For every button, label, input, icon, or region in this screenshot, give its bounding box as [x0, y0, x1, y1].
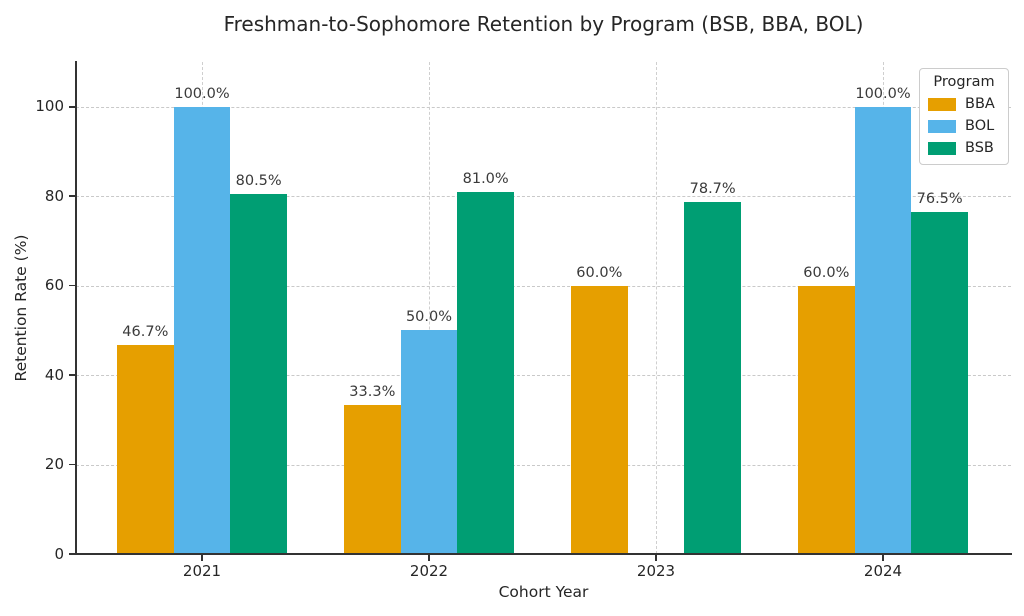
chart-title: Freshman-to-Sophomore Retention by Progr…: [223, 12, 864, 36]
y-gridline-20: [76, 464, 1011, 466]
y-tick-label-0: 0: [54, 544, 64, 563]
y-gridline-40: [76, 375, 1011, 377]
x-tick-mark: [201, 555, 203, 561]
x-tick-label-2022: 2022: [409, 562, 449, 580]
bar-value-label-BOL-2024: 100.0%: [855, 85, 911, 102]
legend-swatch-BOL: [928, 119, 956, 133]
bar-BBA-2024: [798, 285, 855, 554]
y-tick-mark: [69, 374, 75, 376]
legend-swatch-BSB: [928, 141, 956, 155]
bar-BSB-2023: [684, 201, 741, 554]
bar-value-label-BBA-2024: 60.0%: [803, 264, 850, 281]
bar-value-label-BSB-2022: 81.0%: [462, 170, 509, 187]
bar-value-label-BOL-2021: 100.0%: [174, 85, 230, 102]
bar-BSB-2024: [911, 211, 968, 554]
legend-title: Program: [933, 74, 995, 90]
y-tick-label-60: 60: [44, 276, 64, 295]
y-tick-mark: [69, 195, 75, 197]
bar-value-label-BSB-2021: 80.5%: [235, 172, 282, 189]
y-tick-mark: [69, 284, 75, 287]
legend-label-BBA: BBA: [965, 96, 995, 112]
x-gridline-2023: [656, 62, 657, 554]
y-tick-mark: [69, 553, 75, 555]
bar-BOL-2021: [173, 106, 231, 554]
bar-value-label-BSB-2023: 78.7%: [689, 180, 736, 197]
bar-value-label-BOL-2022: 50.0%: [405, 309, 453, 326]
x-tick-mark: [655, 555, 657, 561]
y-axis-spine: [74, 61, 77, 555]
legend: Program BBA BOL BSB: [919, 68, 1009, 165]
bar-BSB-2021: [230, 193, 287, 554]
bar-value-label-BSB-2024: 76.5%: [916, 190, 963, 207]
legend-swatch-BBA: [928, 97, 956, 111]
x-tick-label-2023: 2023: [636, 562, 676, 580]
legend-entry-BOL: BOL: [928, 118, 1000, 134]
x-tick-mark: [428, 555, 430, 561]
bar-value-label-BBA-2023: 60.0%: [576, 264, 623, 281]
x-tick-label-2021: 2021: [182, 562, 222, 580]
y-tick-label-40: 40: [44, 365, 64, 384]
bar-BBA-2023: [571, 285, 628, 554]
legend-label-BSB: BSB: [965, 140, 994, 156]
y-tick-mark: [69, 105, 75, 108]
bar-value-label-BBA-2021: 46.7%: [122, 324, 169, 341]
legend-entry-BSB: BSB: [928, 140, 1000, 156]
x-tick-mark: [882, 555, 884, 561]
bar-BOL-2022: [400, 330, 458, 554]
x-gridline-2022: [429, 62, 430, 554]
x-axis-spine: [74, 553, 1012, 555]
x-axis-label: Cohort Year: [498, 583, 589, 601]
bar-BBA-2022: [344, 405, 401, 554]
bar-value-label-BBA-2022: 33.3%: [349, 384, 396, 401]
y-tick-label-100: 100: [35, 97, 64, 116]
y-tick-mark: [69, 463, 75, 466]
legend-entry-BBA: BBA: [928, 96, 1000, 112]
bar-BOL-2024: [854, 106, 912, 554]
y-gridline-100: [76, 106, 1011, 108]
y-gridline-80: [76, 196, 1011, 198]
y-tick-label-20: 20: [44, 455, 64, 474]
x-tick-label-2024: 2024: [863, 562, 903, 580]
y-axis-label: Retention Rate (%): [12, 234, 30, 382]
legend-entries: BBA BOL BSB: [928, 96, 1000, 156]
y-gridline-60: [76, 285, 1011, 287]
bar-BSB-2022: [457, 191, 514, 554]
y-tick-label-80: 80: [44, 186, 64, 205]
legend-label-BOL: BOL: [965, 118, 995, 134]
bar-BBA-2021: [117, 345, 174, 554]
